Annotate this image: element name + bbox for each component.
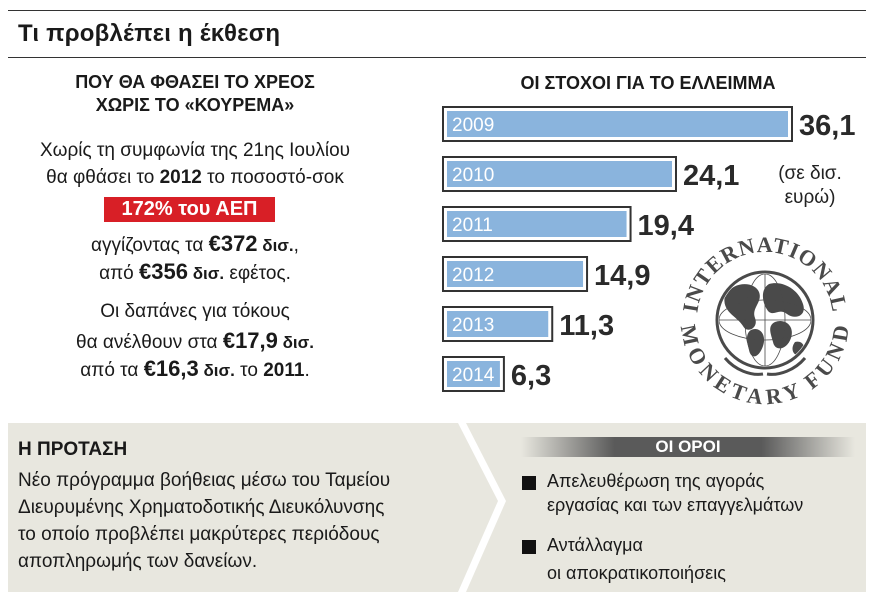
proposal-line2: Διευρυμένης Χρηματοδοτικής Διευκόλυνσης [18,497,385,518]
bar-value-label-2009: 36,1 [799,110,855,142]
bar-2010 [447,161,672,187]
debt-heading-line2: ΧΩΡΙΣ ΤΟ «ΚΟΥΡΕΜΑ» [95,95,295,115]
bar-category-label-2010: 2010 [452,165,494,186]
debt-line7-unit: δισ. [198,361,235,380]
debt-line6-value: €17,9 [222,328,278,353]
debt-line7-value: €16,3 [143,356,199,381]
debt-highlight-badge: 172% του ΑΕΠ [104,197,275,222]
bar-value-label-2011: 19,4 [638,210,694,242]
globe-grid [719,274,811,366]
proposal-title: Η ΠΡΟΤΑΣΗ [18,439,128,460]
debt-line6-pre: θα ανέλθουν στα [76,332,223,353]
debt-line7-year: 2011 [263,360,305,381]
bar-value-label-2013: 11,3 [559,310,614,342]
bar-2009 [447,111,788,137]
bar-category-label-2009: 2009 [452,115,494,136]
debt-line4-post: εφέτος. [224,263,291,284]
page-title: Τι προβλέπει η έκθεση [18,20,281,47]
terms-item2-line1: Αντάλλαγμα [547,535,643,555]
terms-bullet-2-icon [522,540,536,554]
bar-2011 [447,211,627,237]
debt-line3-pre: αγγίζοντας τα [91,235,209,256]
debt-panel: ΠΟΥ ΘΑ ΦΘΑΣΕΙ ΤΟ ΧΡΕΟΣ ΧΩΡΙΣ ΤΟ «ΚΟΥΡΕΜΑ… [0,66,425,406]
debt-text-line4: από €356 δισ. εφέτος. [0,259,390,285]
terms-bullet-1-icon [522,476,536,490]
debt-line7-mid: το [234,360,264,381]
bar-2013 [447,311,549,337]
wheat-left-icon [723,357,764,376]
debt-heading-line1: ΠΟΥ ΘΑ ΦΘΑΣΕΙ ΤΟ ΧΡΕΟΣ [75,72,315,92]
bar-category-label-2013: 2013 [452,315,494,336]
bar-value-label-2010: 24,1 [683,160,739,192]
debt-line4-unit: δισ. [188,264,225,283]
debt-line3-value: €372 [208,231,258,256]
chevron-divider-icon [458,423,506,592]
terms-item2-line2: οι αποκρατικοποιήσεις [547,563,726,583]
debt-line4-value: €356 [139,259,188,284]
proposal-line4: αποπληρωμής των δανείων. [18,551,258,572]
debt-text-line7: από τα €16,3 δισ. το 2011. [0,356,390,382]
terms-item1-line1: Απελευθέρωση της αγοράς [547,471,765,491]
bar-category-label-2014: 2014 [452,365,495,386]
header-top-rule [8,10,866,11]
chart-unit-note-line1: (σε δισ. [778,163,842,184]
bar-2012 [447,261,584,287]
bar-value-label-2014: 6,3 [511,360,551,392]
bar-2014 [447,361,500,387]
debt-text-line5: Οι δαπάνες για τόκους [100,301,290,322]
debt-text-line1: Χωρίς τη συμφωνία της 21ης Ιουλίου [39,140,351,161]
debt-line3-unit: δισ. [257,236,294,255]
proposal-panel: Η ΠΡΟΤΑΣΗ Νέο πρόγραμμα βοήθειας μέσω το… [8,423,866,592]
chart-title: ΟΙ ΣΤΟΧΟΙ ΓΙΑ ΤΟ ΕΛΛΕΙΜΜΑ [520,73,776,93]
chart-unit-note-line2: ευρώ) [784,187,836,208]
debt-line3-post: , [293,235,299,256]
deficit-bar-chart: 2009 36,1 2010 24,1 2011 19,4 2012 14,9 2013 11,3… [442,106,855,409]
logo-outer-ring [715,270,815,370]
proposal-line1: Νέο πρόγραμμα βοήθειας μέσω του Ταμείου [18,470,391,491]
terms-header: ΟΙ ΟΡΟΙ [521,437,855,457]
debt-text-line6: θα ανέλθουν στα €17,9 δισ. [0,328,390,354]
debt-line2-year: 2012 [159,167,202,188]
debt-line7-post: . [304,360,310,381]
bars-layer: 2009 36,1 2010 24,1 2011 19,4 2012 14,9 2013 11,3… [442,106,855,392]
debt-line4-pre: από [99,263,140,284]
bar-category-label-2011: 2011 [452,215,493,236]
imf-logo: INTERNATIONAL MONETARY FUND [676,232,854,409]
proposal-line3: το οποίο προβλέπει μακρύτερες περιόδους [18,524,380,545]
debt-text-line2: θα φθάσει το 2012 το ποσοστό-σοκ [0,167,390,189]
bar-category-label-2012: 2012 [452,265,494,286]
header-bottom-rule [8,57,866,58]
debt-line6-unit: δισ. [277,333,314,352]
bar-value-label-2012: 14,9 [594,260,650,292]
debt-text-line3: αγγίζοντας τα €372 δισ., [0,231,390,257]
wheat-right-icon [766,357,807,376]
debt-line2-post: το ποσοστό-σοκ [201,167,344,188]
debt-line7-pre: από τα [80,360,144,381]
debt-line2-pre: θα φθάσει το [46,167,160,188]
terms-item1-line2: εργασίας και των επαγγελμάτων [547,495,804,515]
